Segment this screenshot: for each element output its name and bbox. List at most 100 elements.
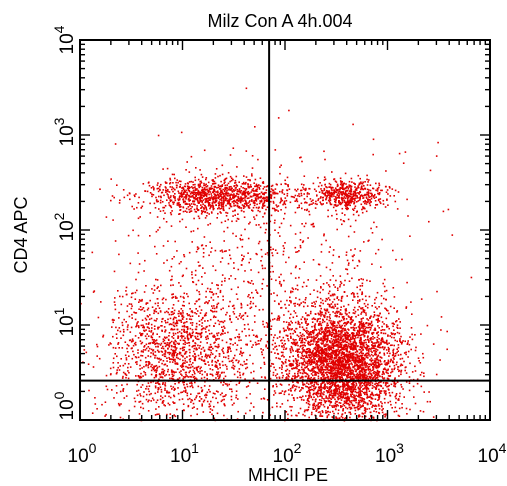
event-dot-pop1 [355, 364, 357, 366]
event-dot-pop1 [344, 328, 346, 330]
event-dot-pop1 [390, 336, 393, 339]
event-dot-pop2 [145, 347, 148, 350]
event-dot-pop1 [332, 396, 335, 399]
event-dot-pop1 [344, 332, 347, 335]
event-dot-pop1 [345, 398, 347, 400]
event-dot-pop1 [339, 373, 342, 375]
event-dot-pop1 [297, 372, 299, 375]
event-dot-pop1 [303, 360, 305, 362]
event-dot-pop1 [340, 360, 342, 362]
event-dot-pop2 [177, 300, 180, 302]
event-dot-pop1 [327, 390, 330, 393]
event-dot-pop2 [187, 314, 189, 317]
event-dot-pop1 [337, 409, 340, 411]
event-dot-pop2 [122, 389, 124, 391]
event-dot-pop1 [318, 370, 320, 372]
event-dot-pop1 [304, 409, 306, 411]
event-dot-pop1 [356, 333, 359, 336]
event-dot-pop1 [359, 404, 361, 406]
event-dot-pop2 [145, 388, 147, 390]
event-dot-pop1 [342, 353, 344, 356]
event-dot-pop1 [295, 350, 297, 352]
event-dot-pop1 [307, 330, 309, 333]
event-dot-pop2 [183, 346, 186, 349]
event-dot-pop1 [311, 411, 313, 414]
event-dot-pop1 [302, 357, 304, 360]
event-dot-pop1 [357, 336, 359, 339]
event-dot-pop1 [315, 364, 317, 366]
event-dot-pop2 [167, 348, 169, 350]
event-dot-pop2 [130, 307, 133, 310]
event-dot-pop1 [359, 370, 361, 372]
event-dot-pop2 [172, 358, 175, 360]
event-dot-pop1 [279, 406, 282, 408]
event-dot-pop2 [180, 332, 183, 334]
event-dot-pop1 [344, 310, 347, 312]
event-dot-pop1 [348, 311, 351, 314]
event-dot-pop1 [315, 386, 317, 388]
event-dot-pop2 [192, 350, 195, 353]
event-dot-pop1 [366, 365, 368, 367]
event-dot-pop1 [293, 399, 295, 401]
event-dot-pop1 [282, 327, 285, 330]
event-dot-pop1 [281, 366, 283, 368]
event-dot-pop1 [341, 332, 343, 334]
event-dot-pop2 [208, 405, 210, 408]
event-dot-pop2 [171, 336, 173, 338]
event-dot-pop1 [360, 365, 362, 367]
event-dot-pop1 [308, 397, 310, 399]
event-dot-pop1 [354, 390, 356, 393]
event-dot-pop2 [171, 345, 173, 348]
event-dot-pop1 [313, 404, 315, 407]
event-dot-pop1 [307, 343, 310, 346]
event-dot-pop1 [363, 362, 366, 364]
event-dot-pop1 [326, 355, 329, 357]
event-dot-pop1 [264, 376, 266, 378]
event-dot-pop1 [328, 285, 331, 288]
event-dot-pop1 [382, 370, 384, 373]
event-dot-pop1 [317, 375, 320, 378]
event-dot-pop1 [320, 323, 322, 325]
event-dot-pop1 [369, 329, 372, 331]
event-dot-pop1 [326, 338, 329, 341]
event-dot-pop1 [325, 354, 327, 357]
event-dot-pop1 [296, 397, 299, 399]
event-dot-pop2 [249, 340, 252, 342]
event-dot-pop1 [344, 354, 346, 357]
event-dot-pop1 [339, 342, 342, 345]
event-dot-pop1 [296, 334, 299, 337]
event-dot-pop2 [139, 332, 141, 334]
event-dot-pop1 [274, 369, 277, 371]
event-dot-pop1 [356, 391, 358, 394]
event-dot-pop2 [224, 404, 226, 407]
event-dot-pop2 [139, 393, 141, 395]
event-dot-pop1 [319, 291, 321, 294]
event-dot-pop2 [229, 338, 231, 340]
event-dot-pop1 [366, 346, 368, 349]
event-dot-pop1 [317, 351, 319, 353]
event-dot-pop2 [174, 362, 177, 365]
event-dot-pop2 [141, 298, 143, 301]
event-dot-pop2 [153, 312, 155, 315]
event-dot-pop2 [222, 352, 225, 354]
event-dot-pop1 [407, 342, 409, 344]
event-dot-pop1 [354, 370, 357, 372]
event-dot-pop1 [356, 368, 359, 370]
event-dot-pop2 [232, 357, 235, 359]
event-dot-pop1 [385, 392, 387, 395]
event-dot-pop2 [173, 256, 175, 258]
event-dot-pop1 [317, 402, 320, 404]
event-dot-pop1 [391, 344, 393, 346]
event-dot-pop1 [331, 323, 333, 325]
event-dot-pop2 [184, 362, 186, 364]
event-dot-pop2 [181, 365, 184, 367]
event-dot-pop1 [347, 372, 349, 375]
event-dot-pop1 [359, 364, 361, 366]
event-dot-pop1 [341, 376, 343, 378]
event-dot-pop1 [324, 309, 326, 312]
event-dot-pop1 [346, 313, 348, 315]
event-dot-pop1 [375, 318, 378, 321]
event-dot-pop1 [362, 398, 365, 400]
event-dot-pop1 [372, 362, 374, 364]
event-dot-pop2 [163, 355, 166, 357]
